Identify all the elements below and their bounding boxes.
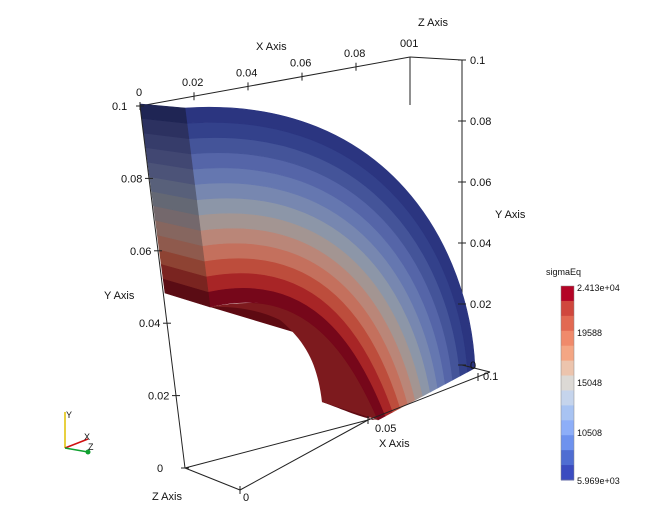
top-z-axis-label: Z Axis xyxy=(418,17,448,29)
right-y-tick-3: 0.04 xyxy=(470,238,491,250)
right-y-tick-5: 0 xyxy=(470,360,476,372)
left-y-axis-label: Y Axis xyxy=(104,290,135,302)
left-y-tick-0: 0.1 xyxy=(112,101,127,113)
orientation-x-label: X xyxy=(84,432,90,442)
bottom-x-tick-0: 0.05 xyxy=(375,423,396,435)
legend-swatch-5 xyxy=(561,360,574,377)
right-y-tick-1: 0.08 xyxy=(470,116,491,128)
legend-tick-2: 10508 xyxy=(577,428,602,438)
axes-frame-front xyxy=(139,105,491,491)
left-y-tick-5: 0 xyxy=(157,463,163,475)
right-y-tick-0: 0.1 xyxy=(470,55,485,67)
top-x-tick-3: 0.06 xyxy=(290,58,311,70)
left-y-tick-4: 0.02 xyxy=(148,391,169,403)
bottom-x-tick-1: 0.1 xyxy=(483,371,498,383)
top-x-tick-2: 0.04 xyxy=(236,67,257,79)
right-y-axis-label: Y Axis xyxy=(495,209,526,221)
legend-swatch-11 xyxy=(561,450,574,466)
legend-title: sigmaEq xyxy=(546,267,581,277)
quarter-annulus-mesh[interactable] xyxy=(139,103,476,421)
orientation-z-label: Z xyxy=(88,442,94,452)
bottom-z-tick: 0 xyxy=(243,492,249,504)
legend-min-label: 5.969e+03 xyxy=(577,476,620,486)
top-x-tick-0: 0 xyxy=(136,87,142,99)
legend-max-label: 2.413e+04 xyxy=(577,283,620,293)
legend-swatch-3 xyxy=(561,330,574,347)
right-y-tick-4: 0.02 xyxy=(470,299,491,311)
color-legend: sigmaEq 2.413e+04 19588 15048 10508 5.96… xyxy=(546,267,620,486)
axis-tick-marks xyxy=(136,59,479,494)
tick-labels: 0 0.02 0.04 0.06 0.08 0.1 0.08 0.06 0.04 0.02 0 0.1… xyxy=(112,48,491,475)
right-y-tick-2: 0.06 xyxy=(470,177,491,189)
left-y-tick-2: 0.06 xyxy=(130,246,151,258)
bottom-x-axis-label: X Axis xyxy=(379,438,410,450)
inner-bore-shade xyxy=(210,302,378,420)
legend-swatch-7 xyxy=(561,390,574,406)
legend-color-bar xyxy=(561,286,574,481)
top-corner-tick: 001 xyxy=(400,38,418,50)
left-y-tick-3: 0.04 xyxy=(139,318,160,330)
top-x-axis-label: X Axis xyxy=(256,41,287,53)
legend-swatch-9 xyxy=(561,420,574,436)
top-x-tick-1: 0.02 xyxy=(182,77,203,89)
legend-tick-1: 15048 xyxy=(577,378,602,388)
axis-labels: X Axis Z Axis 001 Y Axis Y Axis X Axis Z… xyxy=(104,17,526,504)
legend-swatch-10 xyxy=(561,435,574,451)
legend-swatch-2 xyxy=(561,315,574,332)
legend-swatch-4 xyxy=(561,345,574,362)
legend-tick-0: 19588 xyxy=(577,328,602,338)
bottom-z-axis-label: Z Axis xyxy=(152,491,182,503)
legend-swatch-0 xyxy=(561,286,574,302)
orientation-axes-widget: Y X Z xyxy=(64,410,94,455)
legend-swatch-8 xyxy=(561,405,574,421)
legend-swatch-6 xyxy=(561,375,574,391)
left-y-tick-1: 0.08 xyxy=(121,173,142,185)
top-x-tick-4: 0.08 xyxy=(344,48,365,60)
orientation-y-label: Y xyxy=(66,410,72,420)
legend-swatch-12 xyxy=(561,465,574,481)
legend-swatch-1 xyxy=(561,300,574,317)
